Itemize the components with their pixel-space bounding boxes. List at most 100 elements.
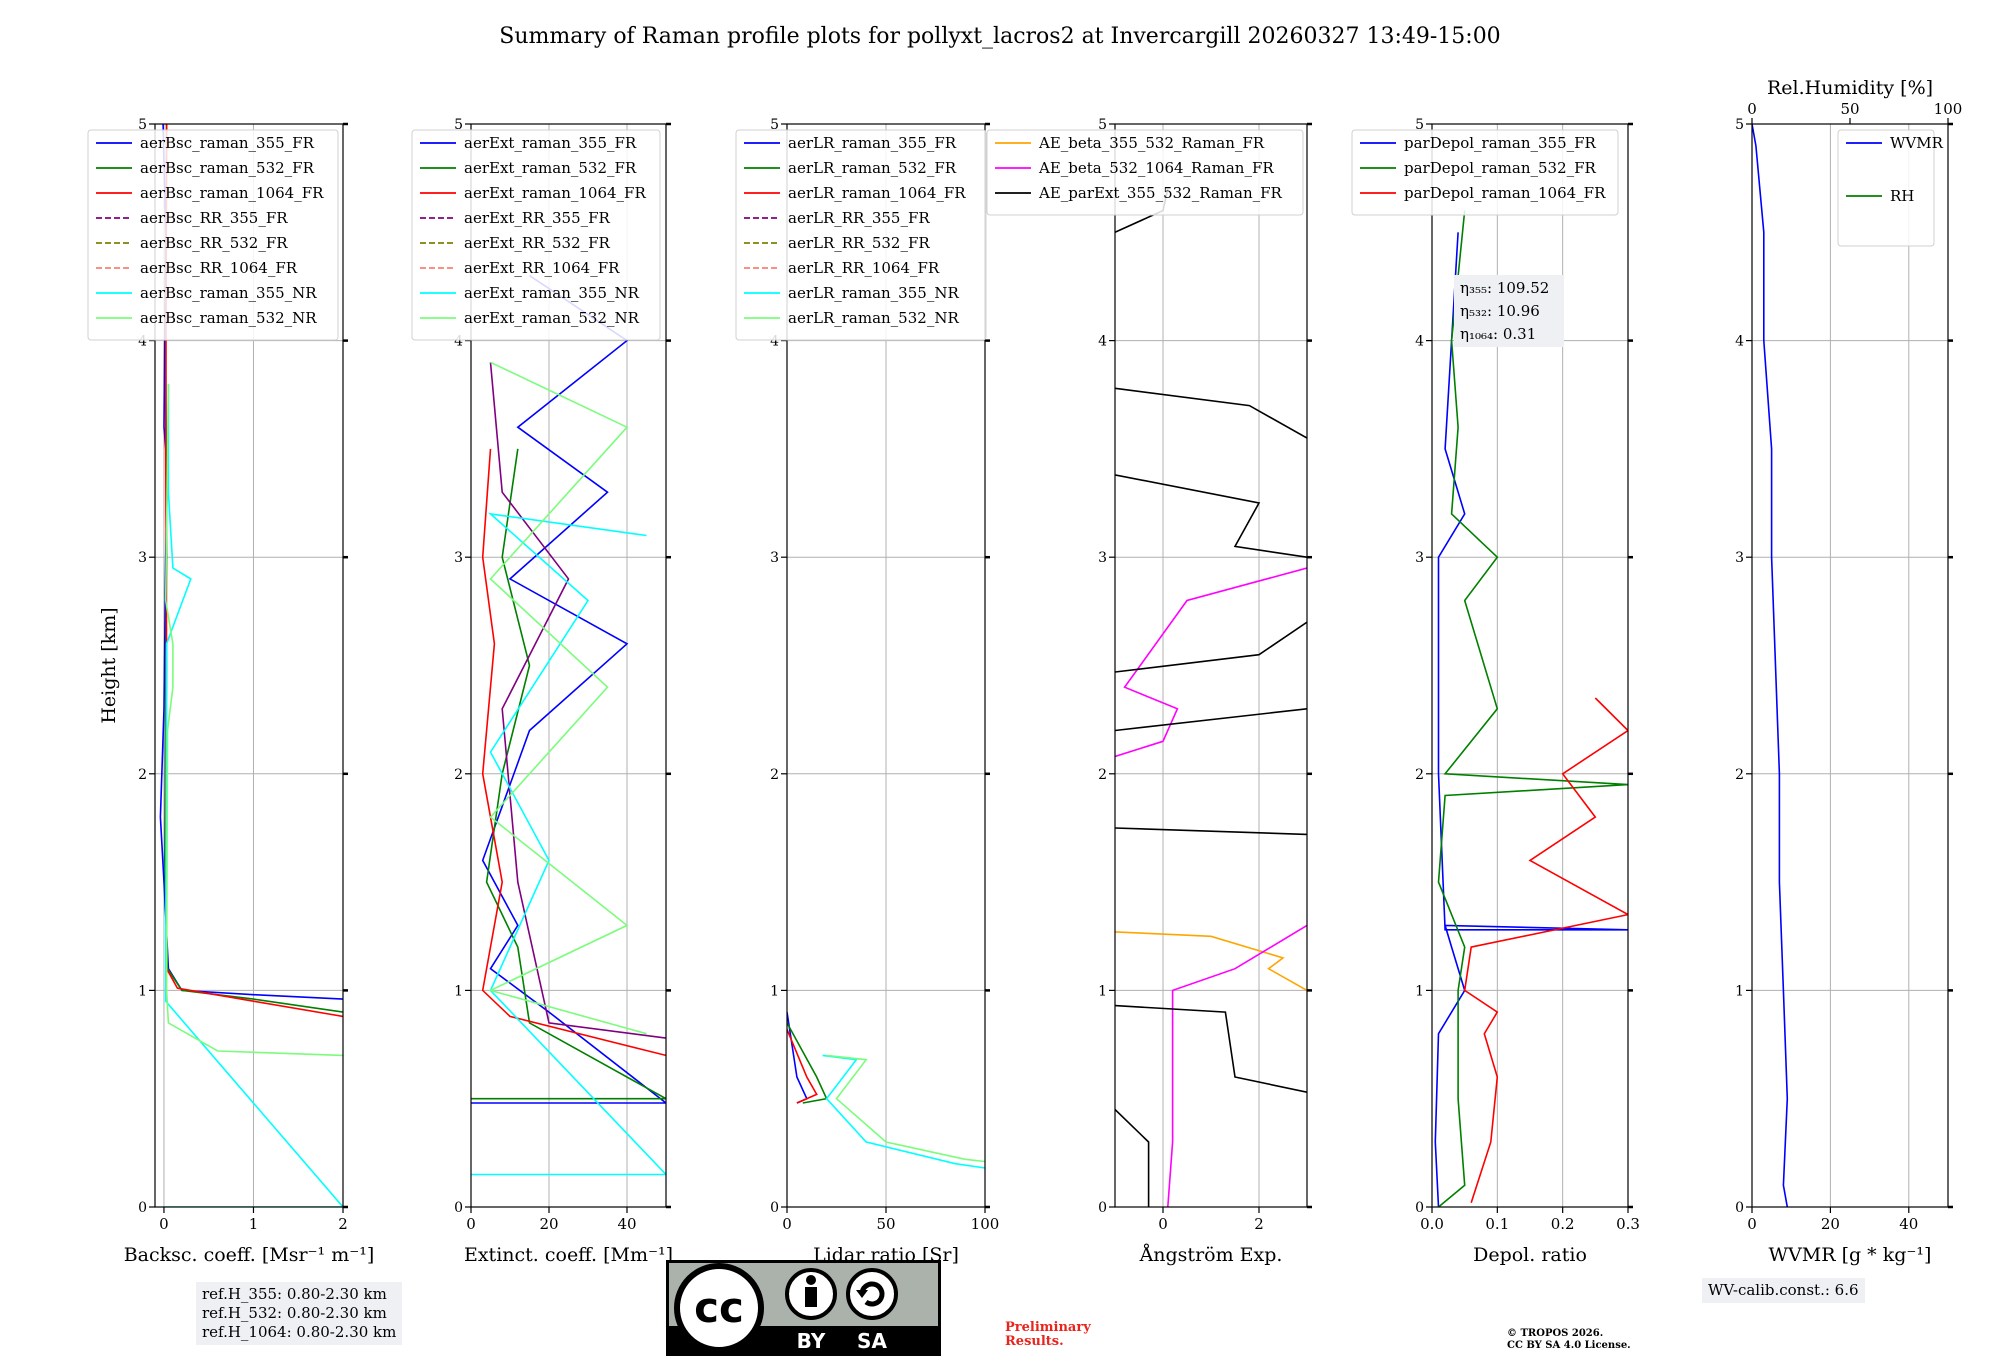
- reference-height-box: ref.H_355: 0.80-2.30 km ref.H_532: 0.80-…: [196, 1282, 403, 1345]
- legend-label: aerExt_RR_355_FR: [464, 209, 611, 227]
- wv-calib-constant: WV-calib.const.: 6.6: [1708, 1281, 1859, 1299]
- series-line-aerLR_raman_532_NR: [826, 1054, 985, 1163]
- x-tick-label: 40: [617, 1215, 636, 1233]
- x-tick-label: 0.1: [1485, 1215, 1509, 1233]
- y-tick-label: 4: [1735, 334, 1744, 350]
- legend-box: [1351, 129, 1619, 216]
- legend-label: aerLR_raman_355_NR: [788, 284, 959, 302]
- legend-box: [411, 129, 661, 341]
- cc-license-logo: cc BY SA: [666, 1260, 941, 1356]
- legend-label: parDepol_raman_532_FR: [1404, 159, 1597, 177]
- legend-label: AE_parExt_355_532_Raman_FR: [1038, 184, 1283, 202]
- series-line-AE_parExt_355_532_Raman_FR_6: [1115, 474, 1307, 558]
- cc-text: cc: [694, 1283, 744, 1332]
- x-tick-label: 0.3: [1616, 1215, 1640, 1233]
- figure-title: Summary of Raman profile plots for polly…: [499, 24, 1500, 49]
- y-tick-label: 2: [454, 767, 463, 783]
- x-tick-label: 0: [466, 1215, 476, 1233]
- x-tick-label: 2: [338, 1215, 348, 1233]
- plot-frame: [154, 123, 344, 1208]
- legend-label: aerExt_raman_355_NR: [464, 284, 640, 302]
- series-line-parDepol_raman_1064_FR: [1463, 697, 1628, 1203]
- series-line-aerLR_raman_532_FR: [787, 1022, 828, 1104]
- y-tick-label: 1: [770, 983, 779, 999]
- y-tick-label: 2: [1415, 767, 1424, 783]
- eta-annotation: η₅₃₂: 10.96: [1460, 302, 1540, 320]
- y-tick-label: 5: [1098, 117, 1107, 133]
- panel-angstrom: 0 1 2 3 4 5 0 2 Ångström Exp. AE_beta_355_532_Ram…: [986, 117, 1312, 1266]
- share-alike-icon: [846, 1268, 898, 1320]
- legend-label: RH: [1890, 187, 1914, 205]
- y-tick-label: 5: [454, 117, 463, 133]
- copyright-line-1: © TROPOS 2026.: [1507, 1328, 1604, 1339]
- x-tick-label: 20: [1821, 1215, 1840, 1233]
- series-line-aerExt_raman_1064_FR: [481, 448, 666, 1057]
- y-tick-label: 1: [1735, 983, 1744, 999]
- y-axis-label: Height [km]: [98, 607, 120, 723]
- legend-label: aerBsc_RR_355_FR: [140, 209, 288, 227]
- series-line-aerExt_raman_532_NR: [488, 361, 647, 1035]
- series-line-aerExt_RR_355_FR: [489, 362, 666, 1039]
- y-tick-label: 4: [1415, 334, 1424, 350]
- legend-label: aerBsc_RR_532_FR: [140, 234, 288, 252]
- x-tick-label: 100: [971, 1215, 1000, 1233]
- legend-label: parDepol_raman_355_FR: [1404, 134, 1597, 152]
- y-tick-label: 2: [138, 767, 147, 783]
- y-tick-label: 4: [138, 334, 147, 350]
- legend-label: AE_beta_355_532_Raman_FR: [1038, 134, 1265, 152]
- series-line-aerLR_raman_355_NR: [822, 1054, 985, 1169]
- y-tick-label: 4: [1098, 334, 1107, 350]
- plot-frame: [470, 123, 667, 1208]
- x-axis-label: Ångström Exp.: [1139, 1244, 1283, 1266]
- eta-annotation-box: [1454, 275, 1564, 347]
- legend-box: [1837, 129, 1935, 247]
- panel-backscatter: 0 1 2 3 4 5 0 1 2 Backsc. coeff. [Msr⁻¹ m⁻¹] Heigh…: [87, 117, 374, 1266]
- x-tick-label: 0: [1747, 1215, 1757, 1233]
- top-x-tick-label: 100: [1934, 100, 1963, 118]
- plot-frame: [1114, 123, 1308, 1208]
- series-line-AE_parExt_355_532_Raman_FR_3: [1115, 827, 1307, 836]
- y-tick-label: 3: [1415, 550, 1424, 566]
- legend-label: aerBsc_raman_355_FR: [140, 134, 315, 152]
- preliminary-note: Preliminary Results.: [1005, 1321, 1091, 1349]
- y-tick-label: 0: [138, 1200, 147, 1216]
- legend-label: parDepol_raman_1064_FR: [1404, 184, 1606, 202]
- legend-label: aerExt_raman_532_FR: [464, 159, 637, 177]
- legend-box: [735, 129, 987, 341]
- series-line-aerLR_raman_1064_FR: [787, 1029, 818, 1104]
- ref-height-1064: ref.H_1064: 0.80-2.30 km: [202, 1323, 397, 1341]
- preliminary-line-1: Preliminary: [1005, 1320, 1091, 1335]
- y-tick-label: 1: [138, 983, 147, 999]
- y-tick-label: 2: [770, 767, 779, 783]
- x-axis-label: Extinct. coeff. [Mm⁻¹]: [464, 1244, 673, 1266]
- ref-height-532: ref.H_532: 0.80-2.30 km: [202, 1304, 387, 1322]
- panel-depol: 0 1 2 3 4 5 0.0 0.1 0.2 0.3 Depol. ratio parDepol_r…: [1351, 117, 1640, 1266]
- series-line-parDepol_raman_532_FR: [1437, 210, 1628, 1207]
- legend-label: aerLR_RR_1064_FR: [788, 259, 940, 277]
- y-tick-label: 3: [454, 550, 463, 566]
- y-tick-label: 1: [454, 983, 463, 999]
- legend-label: aerExt_raman_1064_FR: [464, 184, 646, 202]
- legend-label: aerBsc_raman_532_NR: [140, 309, 317, 327]
- legend-label: aerLR_raman_1064_FR: [788, 184, 966, 202]
- y-tick-label: 3: [770, 550, 779, 566]
- legend-label: aerBsc_raman_532_FR: [140, 159, 315, 177]
- x-tick-label: 1: [249, 1215, 259, 1233]
- top-x-tick-label: 0: [1747, 100, 1757, 118]
- series-line-AE_parExt_355_532_Raman_FR: [1115, 1108, 1150, 1207]
- by-text: BY: [797, 1329, 826, 1353]
- legend-label: aerExt_RR_532_FR: [464, 234, 611, 252]
- y-tick-label: 4: [454, 334, 463, 350]
- series-line-parDepol_raman_355_FR: [1434, 232, 1628, 1207]
- legend-label: aerBsc_raman_355_NR: [140, 284, 317, 302]
- series-line-AE_parExt_355_532_Raman_FR_4: [1115, 708, 1307, 732]
- x-tick-label: 50: [876, 1215, 895, 1233]
- y-tick-label: 3: [138, 550, 147, 566]
- plot-frame: [1431, 123, 1629, 1208]
- copyright-line-2: CC BY SA 4.0 License.: [1507, 1340, 1631, 1351]
- eta-annotation: η₁₀₆₄: 0.31: [1460, 325, 1536, 343]
- series-line-AE_beta_532_1064_Raman_FR_2: [1115, 567, 1307, 758]
- legend-label: aerLR_raman_355_FR: [788, 134, 957, 152]
